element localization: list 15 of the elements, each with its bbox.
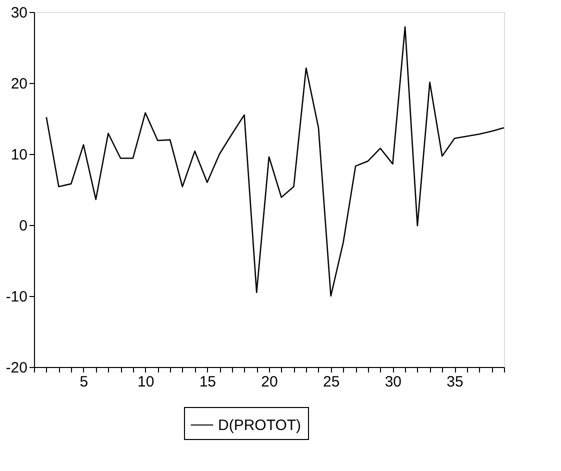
x-tick-label: 35 — [446, 374, 464, 390]
y-tick-label: -20 — [6, 360, 28, 376]
x-tick-label: 15 — [199, 374, 216, 390]
legend-label: D(PROTOT) — [218, 417, 302, 434]
x-tick-label: 30 — [384, 374, 402, 390]
x-tick-label: 5 — [80, 374, 88, 390]
y-tick-label: 20 — [10, 76, 28, 92]
line-series — [46, 26, 505, 297]
x-tick-label: 20 — [261, 374, 278, 390]
y-tick-label: 0 — [19, 218, 28, 234]
x-tick-label: 25 — [323, 374, 340, 390]
x-tick-label: 10 — [137, 374, 154, 390]
y-tick-label: 30 — [10, 4, 28, 22]
y-tick-label: 10 — [10, 146, 28, 164]
y-tick-label: -10 — [6, 288, 28, 306]
